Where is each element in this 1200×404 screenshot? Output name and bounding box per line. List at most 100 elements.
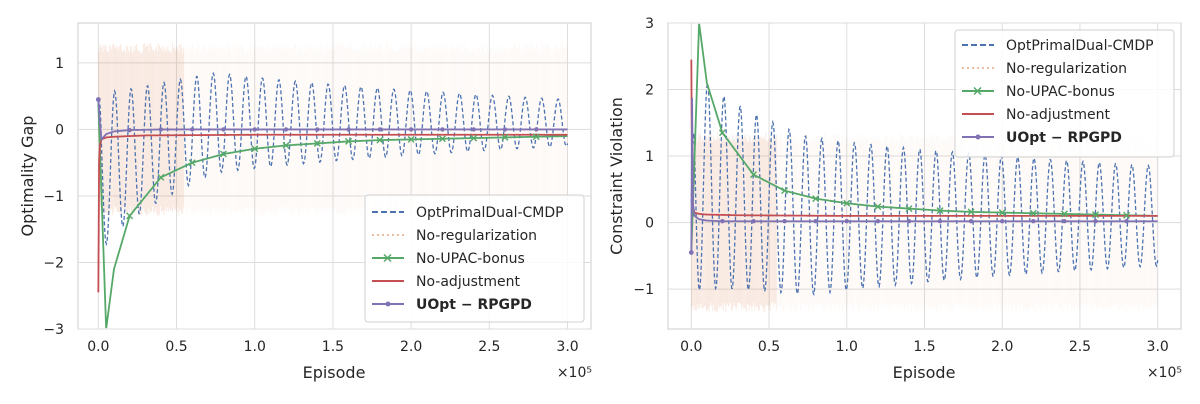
series-marker-noupac	[126, 212, 134, 220]
legend-entry-noupac: No-UPAC-bonus	[962, 84, 1115, 100]
series-marker-uopt	[813, 219, 818, 224]
legend-label: No-regularization	[1006, 61, 1127, 77]
series-marker-noupac	[157, 173, 165, 181]
series-marker-noupac	[936, 207, 944, 215]
series-marker-uopt	[252, 127, 257, 132]
x-tick-labels: 0.0 0.5 1.0 1.5 2.0 2.5 3.0	[680, 339, 1169, 355]
y-tick-label: 1	[645, 149, 654, 165]
series-marker-uopt	[315, 127, 320, 132]
x-tick-label: 0.0	[680, 339, 702, 355]
x-tick-label: 3.0	[556, 339, 578, 355]
x-tick-label: 3.0	[1147, 339, 1169, 355]
legend: OptPrimalDual-CMDP No-regularization No-UP…	[364, 194, 585, 323]
series-marker-uopt	[346, 127, 351, 132]
y-axis-label: Constraint Violation	[607, 97, 626, 255]
series-marker-noupac	[812, 195, 820, 203]
series-marker-noupac	[905, 205, 913, 213]
x-axis-label: Episode	[303, 363, 366, 382]
series-marker-uopt	[1093, 219, 1098, 224]
legend: OptPrimalDual-CMDP No-regularization No-UP…	[954, 29, 1175, 158]
x-axis-label: Episode	[893, 363, 956, 382]
series-line-noadj	[690, 59, 1158, 217]
series-marker-noupac	[1029, 209, 1037, 217]
series-marker-noupac	[313, 139, 321, 147]
legend-entry-uopt: UOpt − RPGPD	[962, 130, 1122, 146]
legend-label: No-UPAC-bonus	[1006, 84, 1115, 100]
x-tick-label: 0.5	[758, 339, 780, 355]
series-line-noadj	[97, 133, 568, 293]
series-marker-uopt	[1124, 219, 1129, 224]
y-tick-labels: 3 2 1 0 −1	[633, 16, 654, 298]
legend-marker	[973, 86, 982, 96]
series-marker-uopt	[502, 127, 508, 132]
x-tick-label: 2.0	[991, 339, 1013, 355]
y-tick-label: 0	[645, 216, 654, 232]
x-tick-label: 1.0	[244, 339, 266, 355]
series-marker-noupac	[1092, 211, 1099, 219]
series-marker-uopt	[158, 127, 164, 132]
series-markers	[95, 97, 540, 220]
series-marker-uopt	[221, 127, 226, 132]
series-marker-uopt	[1062, 219, 1067, 224]
y-axis-label: Optimality Gap	[18, 116, 37, 237]
x-tick-label: 2.5	[478, 339, 500, 355]
y-tick-label: 3	[645, 16, 654, 32]
series-marker-noupac	[874, 203, 882, 211]
legend-label: OptPrimalDual-CMDP	[416, 205, 564, 221]
optimality-gap-chart: 0.0 0.5 1.0 1.5 2.0 2.5 3.0 1 0 −1 −2 −3 Episode O…	[18, 22, 592, 382]
x-multiplier-label: ×10⁵	[557, 365, 592, 381]
series-marker-noupac	[345, 137, 353, 145]
y-tick-label: 0	[55, 122, 64, 138]
series-marker-noupac	[282, 141, 290, 149]
legend-entry-noupac: No-UPAC-bonus	[372, 251, 525, 267]
series-marker-noupac	[998, 209, 1006, 217]
y-tick-label: 2	[645, 83, 654, 99]
series-marker-noupac	[501, 133, 509, 141]
series-marker-uopt	[127, 127, 132, 133]
series-marker-noupac	[438, 135, 446, 143]
legend-label: No-regularization	[416, 228, 537, 244]
legend-marker	[975, 134, 981, 140]
series-marker-uopt	[1000, 219, 1005, 224]
x-tick-label: 2.0	[400, 339, 422, 355]
series-marker-noupac	[470, 134, 478, 142]
y-tick-labels: 1 0 −1 −2 −3	[43, 56, 64, 338]
series-marker-uopt	[844, 219, 849, 224]
series-marker-noupac	[219, 150, 227, 158]
legend-entry-noreg: No-regularization	[372, 228, 537, 244]
constraint-violation-chart: 0.0 0.5 1.0 1.5 2.0 2.5 3.0 3 2 1 0 −1 Episode Con…	[607, 16, 1182, 382]
series-marker-uopt	[471, 127, 476, 132]
series-marker-noupac	[1060, 210, 1068, 218]
series-marker-noupac	[376, 136, 384, 144]
series-markers	[688, 129, 1131, 255]
series-marker-uopt	[534, 127, 539, 132]
legend-label: No-adjustment	[416, 274, 520, 290]
y-tick-label: −1	[633, 282, 654, 298]
legend-box	[954, 29, 1175, 158]
series-marker-uopt	[875, 219, 881, 224]
series-marker-noupac	[750, 171, 757, 179]
legend-entry-uopt: UOpt − RPGPD	[372, 297, 532, 313]
series-marker-uopt	[283, 127, 289, 132]
series-line-opd	[690, 83, 1159, 297]
legend-box	[364, 194, 585, 323]
series-marker-uopt	[782, 219, 787, 224]
x-tick-label: 1.5	[322, 339, 344, 355]
series-marker-uopt	[189, 127, 195, 132]
x-tick-label: 2.5	[1069, 339, 1091, 355]
legend-entry-opd: OptPrimalDual-CMDP	[372, 205, 564, 221]
y-tick-label: −3	[43, 322, 64, 338]
series-marker-uopt	[720, 219, 725, 224]
x-tick-labels: 0.0 0.5 1.0 1.5 2.0 2.5 3.0	[87, 339, 578, 355]
y-tick-label: −1	[43, 189, 64, 205]
series-marker-noupac	[781, 187, 789, 195]
series-marker-noupac	[251, 145, 259, 153]
legend-marker	[385, 301, 391, 307]
legend-entry-noadj: No-adjustment	[372, 274, 520, 290]
series-marker-noupac	[718, 129, 726, 137]
series-marker-noupac	[188, 159, 196, 167]
legend-label: OptPrimalDual-CMDP	[1006, 38, 1154, 54]
series-marker-uopt	[440, 127, 445, 132]
